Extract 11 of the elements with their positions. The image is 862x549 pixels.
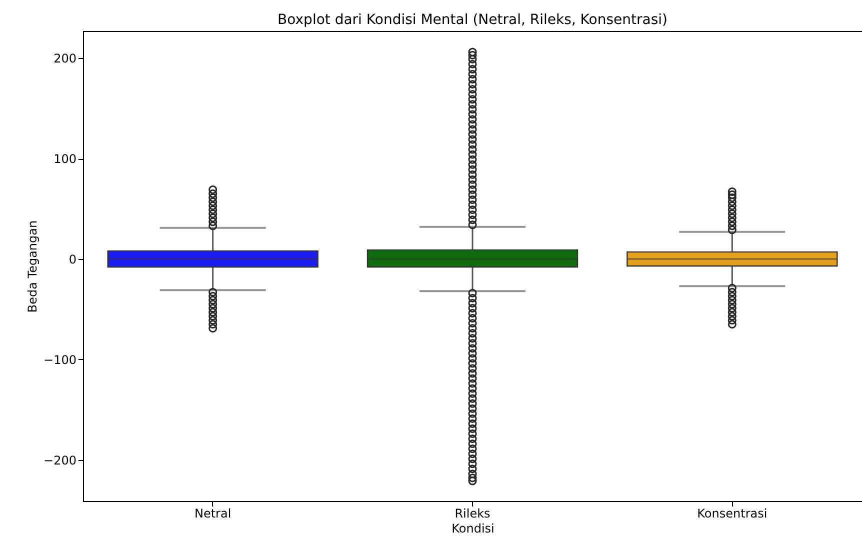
x-axis-title: Kondisi: [452, 522, 494, 536]
x-tick-label: Rileks: [454, 506, 490, 520]
y-tick-label: −200: [44, 453, 76, 468]
x-tick-label: Netral: [194, 506, 232, 520]
y-tick-label: 100: [54, 152, 76, 166]
y-tick-label: 0: [68, 252, 76, 266]
y-tick-label: 200: [54, 52, 76, 66]
x-tick-label: Konsentrasi: [697, 506, 768, 520]
y-tick-label: −100: [44, 352, 76, 367]
y-axis-title: Beda Tegangan: [26, 220, 40, 313]
chart-title: Boxplot dari Kondisi Mental (Netral, Rileks, Konsentrasi): [278, 12, 668, 28]
